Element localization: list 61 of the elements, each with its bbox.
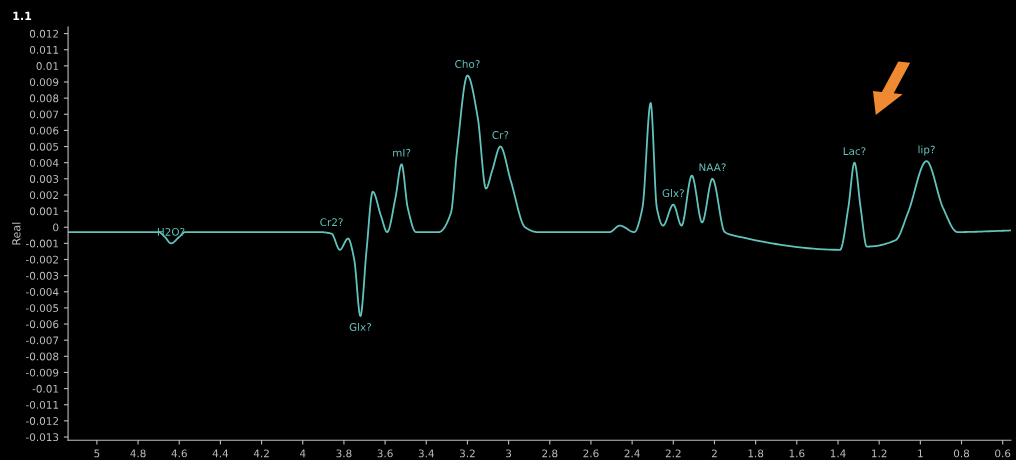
y-tick-label: 0.007 [29, 110, 59, 119]
x-tick-label: 2 [711, 449, 717, 458]
x-tick-label: 2.8 [542, 449, 558, 458]
y-tick-label: 0 [53, 223, 59, 232]
annotation: Glx? [349, 322, 371, 331]
y-tick-label: 0.006 [29, 126, 59, 135]
annotation: Glx? [662, 189, 684, 198]
x-tick-label: 4 [299, 449, 306, 458]
y-tick-label: 0.009 [29, 78, 59, 87]
y-tick-label: -0.009 [25, 368, 59, 377]
x-tick-label: 1.6 [789, 449, 805, 458]
y-tick-label: 0.002 [29, 191, 58, 200]
annotation: Lac? [843, 147, 866, 156]
y-tick-label: 0.01 [36, 62, 59, 70]
x-tick-label: 5 [94, 449, 100, 458]
annotation: Cho? [455, 59, 480, 68]
x-tick-label: 4.6 [171, 449, 187, 458]
y-tick-label: -0.002 [25, 255, 58, 264]
x-tick-label: 4.8 [130, 449, 146, 458]
y-tick-label: 0.012 [29, 29, 58, 38]
x-tick-label: 3.8 [336, 449, 352, 458]
annotation: lip? [918, 145, 935, 156]
x-tick-label: 3 [506, 449, 512, 458]
x-tick-label: 1.8 [748, 449, 764, 458]
x-tick-label: 1.4 [830, 449, 846, 458]
annotation: Cr2? [320, 218, 343, 227]
y-tick-label: 0.003 [29, 175, 59, 183]
y-tick-label: -0.013 [25, 433, 59, 442]
y-tick-label: 0.008 [29, 94, 59, 103]
annotation: mI? [393, 148, 411, 157]
y-axis-title: Real [11, 222, 21, 245]
x-tick-label: 4.4 [212, 449, 229, 458]
y-tick-label: -0.008 [25, 352, 59, 361]
y-tick-label: -0.003 [25, 271, 59, 280]
y-tick-label: -0.011 [25, 400, 59, 409]
annotation: H2O? [157, 227, 185, 236]
x-tick-label: 1 [918, 449, 923, 458]
x-tick-label: 3.6 [377, 449, 393, 458]
y-tick-label: 0.004 [29, 158, 59, 167]
x-tick-label: 0.6 [995, 449, 1011, 458]
annotation: NAA? [699, 163, 726, 172]
x-tick-label: 0.8 [953, 449, 970, 458]
text: 1.1 [13, 11, 32, 20]
x-tick-label: 3.4 [418, 449, 434, 458]
y-tick-label: -0.006 [25, 320, 59, 329]
y-tick-label: -0.012 [25, 417, 58, 425]
x-tick-label: 2.6 [583, 449, 599, 458]
x-tick-label: 1.2 [872, 449, 887, 458]
y-tick-label: 0.011 [29, 45, 59, 54]
y-tick-label: -0.004 [25, 288, 59, 296]
y-tick-label: 0.005 [29, 142, 59, 151]
y-tick-label: -0.005 [25, 304, 59, 313]
annotation: Cr? [492, 131, 509, 139]
y-tick-label: 0.001 [29, 207, 59, 216]
y-tick-label: -0.001 [25, 239, 59, 248]
x-tick-label: 3.2 [459, 449, 475, 458]
x-tick-label: 4.2 [253, 449, 269, 458]
x-tick-label: 2.2 [665, 449, 681, 458]
y-tick-label: -0.007 [25, 336, 59, 345]
x-tick-label: 2.4 [624, 449, 640, 458]
y-tick-label: -0.01 [32, 384, 59, 393]
